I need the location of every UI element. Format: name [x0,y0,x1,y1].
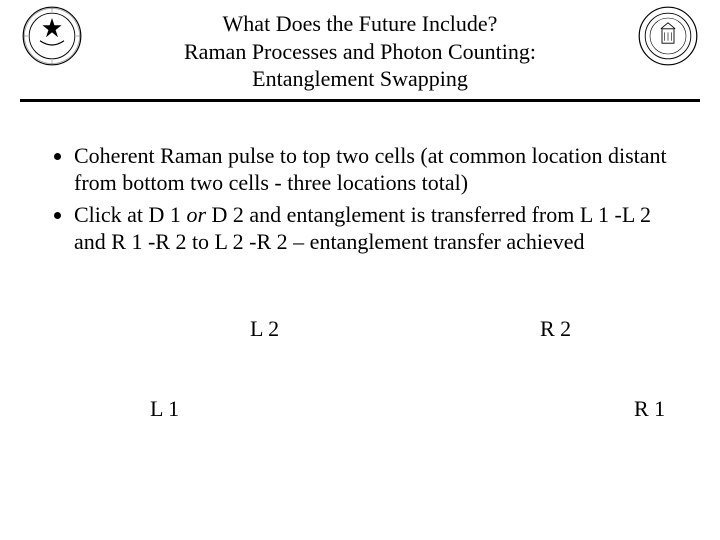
slide: What Does the Future Include? Raman Proc… [0,0,720,540]
label-r2: R 2 [540,316,571,342]
body: Coherent Raman pulse to top two cells (a… [0,102,720,516]
dod-seal-icon [22,6,82,66]
header: What Does the Future Include? Raman Proc… [0,0,720,93]
bullet-list: Coherent Raman pulse to top two cells (a… [40,142,680,256]
title-line-1: What Does the Future Include? [100,10,620,38]
bullet-text: Click at D 1 [74,202,186,227]
label-l2: L 2 [250,316,279,342]
bullet-text-italic: or [186,202,206,227]
diagram-labels: L 2 R 2 L 1 R 1 [40,316,680,516]
title-block: What Does the Future Include? Raman Proc… [100,10,620,93]
label-l1: L 1 [150,396,179,422]
bullet-text: Coherent Raman pulse to top two cells (a… [74,143,667,196]
bullet-item: Coherent Raman pulse to top two cells (a… [74,142,680,197]
label-r1: R 1 [634,396,665,422]
institution-seal-icon [638,6,698,66]
title-line-3: Entanglement Swapping [100,65,620,93]
title-line-2: Raman Processes and Photon Counting: [100,38,620,66]
bullet-item: Click at D 1 or D 2 and entanglement is … [74,201,680,256]
